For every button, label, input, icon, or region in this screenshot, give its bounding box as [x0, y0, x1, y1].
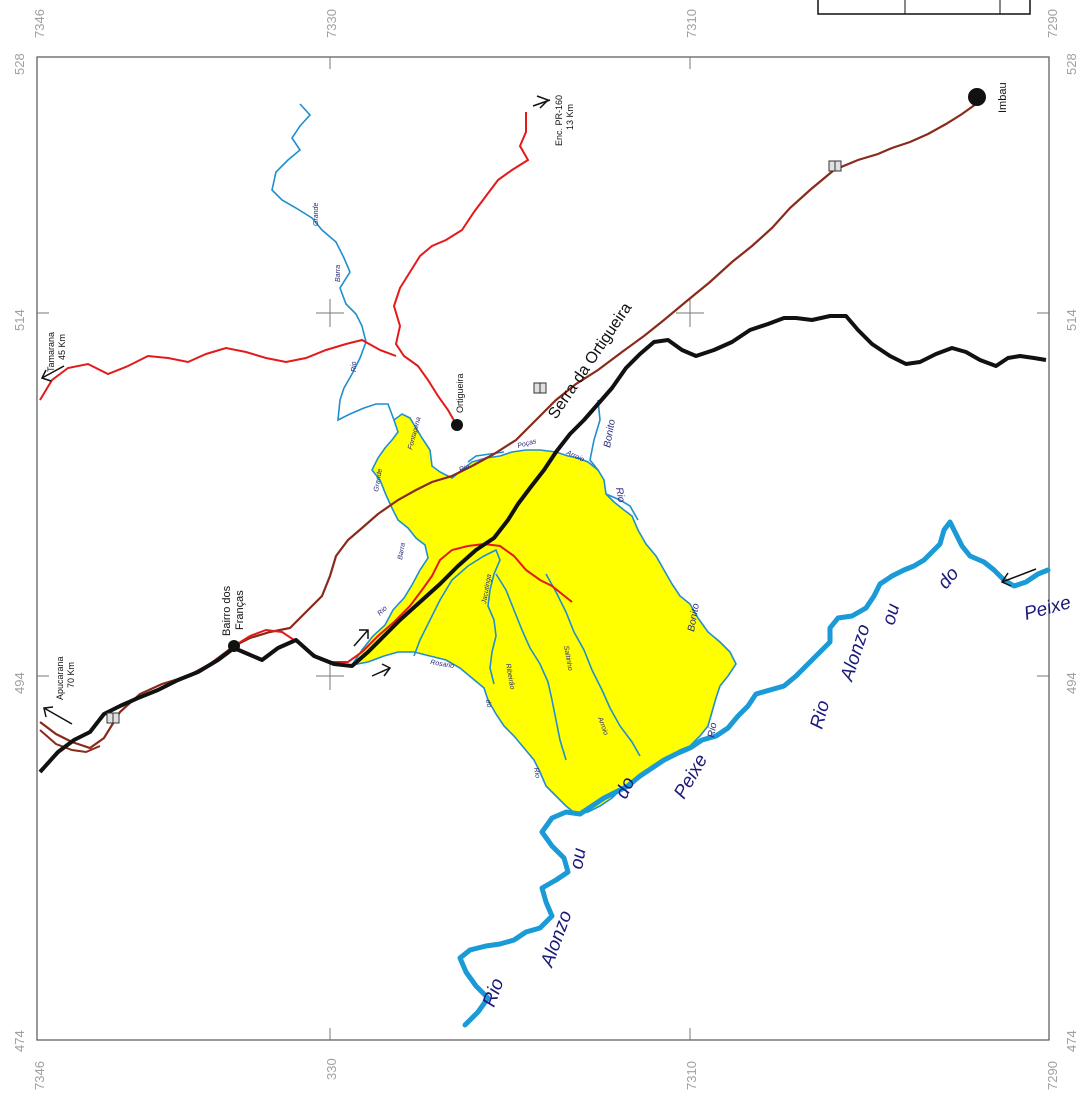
grid-label-top-2: 7330 [324, 9, 339, 38]
label-rio-mid: Rio [351, 361, 358, 372]
road-markers [106, 160, 842, 724]
river-alonzo-peixe [457, 519, 1051, 1028]
label-barra2: Barra [397, 542, 407, 560]
label-imbau: Imbau [997, 82, 1009, 113]
grid-label-bottom-4: 7290 [1045, 1061, 1060, 1090]
direction-arrows [40, 95, 1037, 725]
label-big-w3: ou [566, 846, 590, 871]
label-tamarana-line1: Tamarana [46, 332, 56, 372]
ridge-serra [38, 314, 1047, 774]
arrow-pr160-icon [532, 95, 551, 109]
label-ortigueira: Ortigueira [455, 373, 465, 413]
label-ribeirao: Ribeirão [504, 663, 515, 690]
label-rio-grande: Rio [458, 464, 470, 474]
label-grande-top: Grande [313, 203, 320, 226]
roads-unpaved [39, 112, 573, 663]
label-rio-bonito: Rio [613, 487, 627, 504]
town-dot-ortigueira [451, 419, 463, 431]
arrow-apucarana-icon [43, 706, 73, 725]
label-bairro-line1: Bairro dos [221, 585, 233, 636]
grid-label-left-1: 528 [12, 53, 27, 75]
label-barra-top: Barra [335, 265, 342, 282]
grid-label-right-2: 514 [1064, 309, 1079, 331]
town-dot-imbau [968, 88, 986, 106]
arrow-river-in-icon [1000, 568, 1037, 587]
arrow-tamarana-icon [40, 365, 65, 382]
label-tamarana-line2: 45 Km [57, 334, 67, 360]
grid-label-right-4: 474 [1064, 1030, 1079, 1052]
label-pr160-line1: Enc. PR-160 [554, 95, 564, 146]
grid-label-bottom-1: 7346 [32, 1061, 47, 1090]
label-apucarana-line1: Apucarana [55, 656, 65, 700]
grid-label-top-3: 7310 [684, 9, 699, 38]
road-paved-branch [39, 729, 101, 754]
grid-label-top-4: 7290 [1045, 9, 1060, 38]
arrow-basin-1-icon [353, 629, 369, 647]
label-pocas: Poças [517, 438, 538, 450]
label-grande2: Grande [373, 468, 384, 492]
label-apucarana-line2: 70 Km [66, 662, 76, 688]
watershed-area [350, 413, 737, 815]
label-rio-bottom: Rio [532, 767, 541, 779]
grid-label-right-3: 494 [1064, 672, 1079, 694]
grid-label-right-1: 528 [1064, 53, 1079, 75]
grid-label-left-4: 474 [12, 1030, 27, 1052]
label-rosario: Rosario [430, 659, 455, 670]
tributaries [271, 103, 641, 761]
label-bairro-line2: Franças [234, 590, 246, 630]
grid-label-left-2: 514 [12, 309, 27, 331]
grid-label-top-1: 7346 [32, 9, 47, 38]
label-bonito-top: Bonito [602, 418, 618, 448]
label-bonito-right: Bonito [686, 602, 702, 632]
label-rio-right: Rio [706, 721, 720, 738]
grid-label-bottom-3: 7310 [684, 1061, 699, 1090]
arrow-basin-2-icon [371, 663, 392, 677]
legend-box-fragment [817, 0, 1031, 15]
label-do-small: do [484, 699, 492, 708]
label-pr160-line2: 13 Km [565, 104, 575, 130]
town-dot-bairro [228, 640, 240, 652]
grid-label-left-3: 494 [12, 672, 27, 694]
label-saltinho: Saltinho [562, 645, 573, 671]
grid-label-bottom-2: 330 [324, 1058, 339, 1080]
